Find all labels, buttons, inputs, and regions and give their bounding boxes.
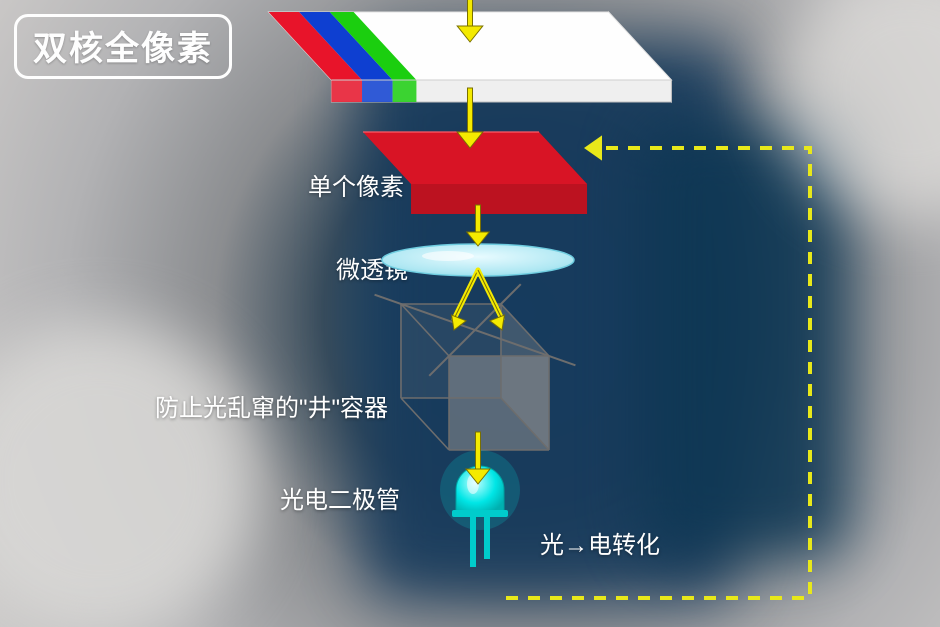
diagram-stage: 双核全像素 传感器 单个像素 微透镜 防止光乱窜的"井"容器 光电二极管 光→电…: [0, 0, 940, 627]
diagram-canvas: [0, 0, 940, 627]
